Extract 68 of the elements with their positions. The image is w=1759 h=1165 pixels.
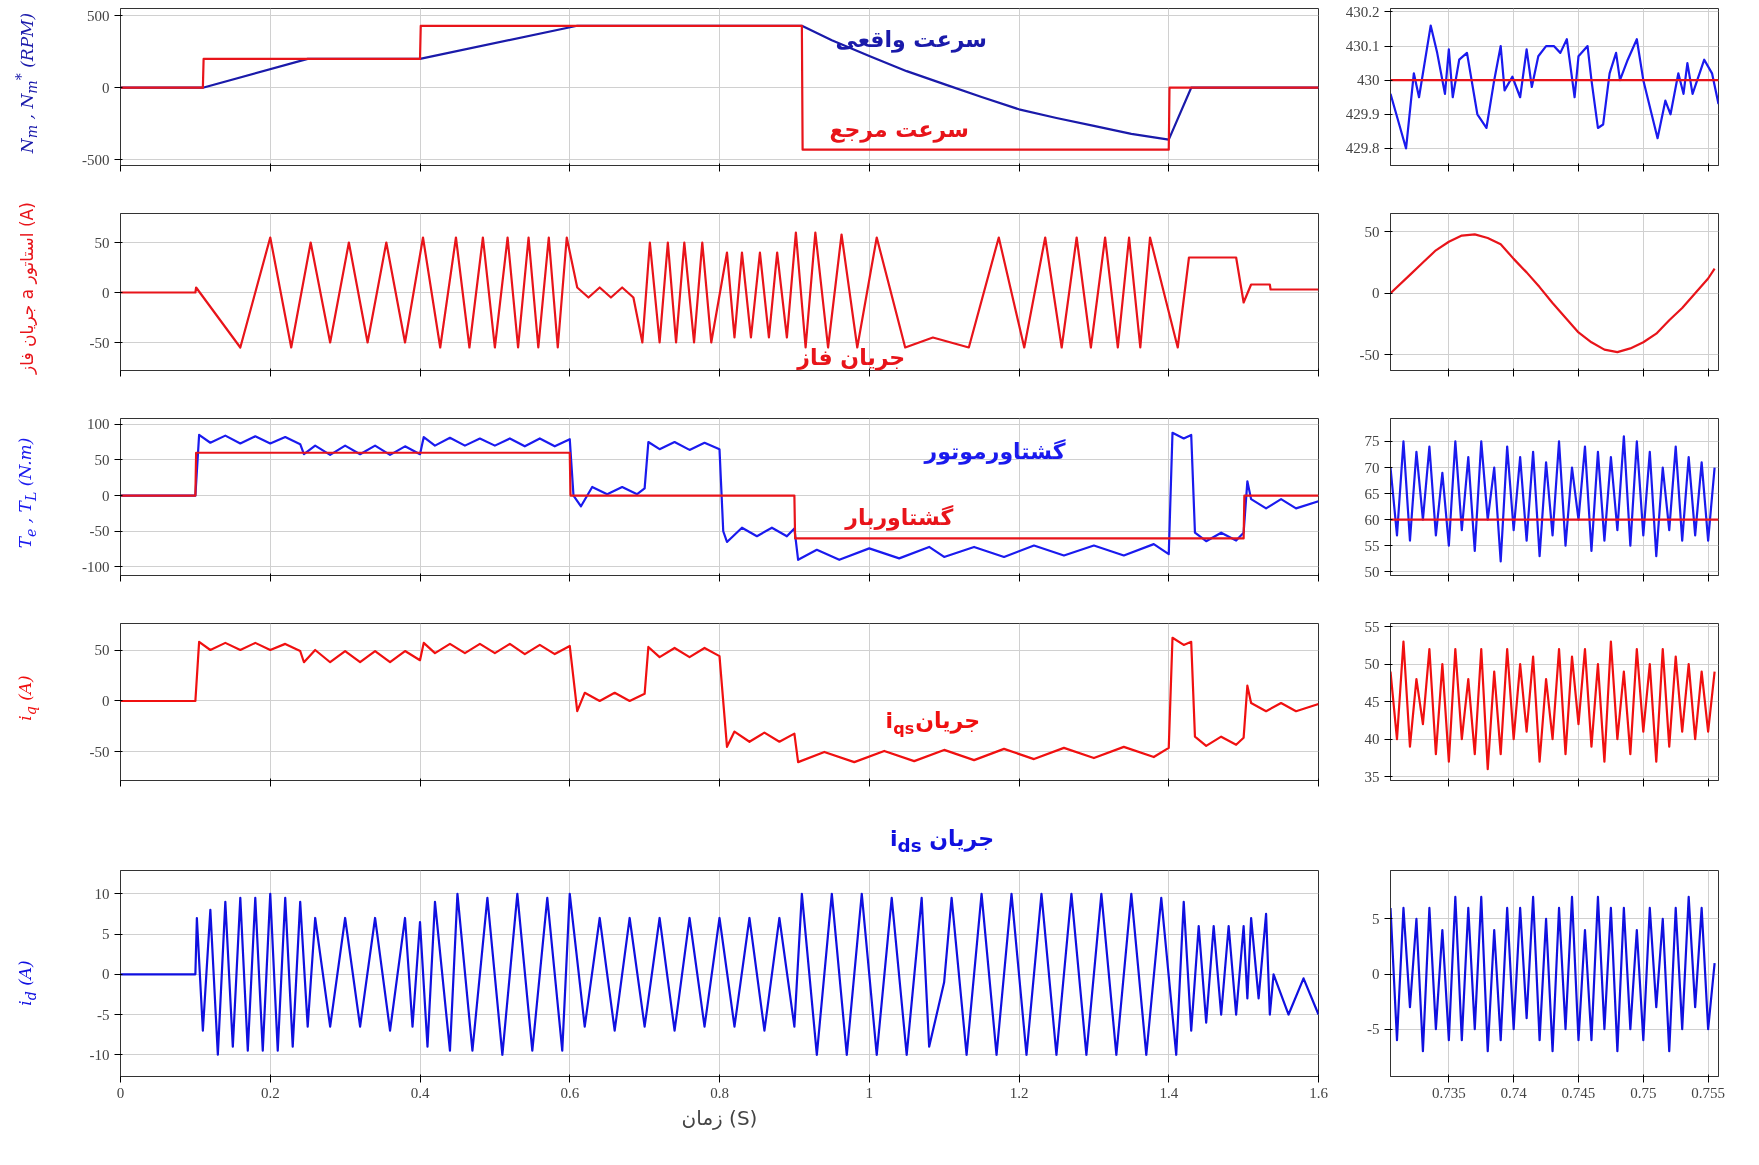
- annotation: گشتاوربار: [844, 503, 954, 531]
- y-tick-label: 5: [102, 926, 110, 943]
- y-tick-label: 429.9: [1345, 106, 1380, 123]
- x-tick-label: 0: [116, 1084, 125, 1101]
- annotation: گشتاورموتور: [923, 437, 1066, 465]
- y-tick-label: 0: [1372, 285, 1380, 302]
- y-tick-label: 500: [87, 7, 110, 24]
- y-tick-label: 430.2: [1345, 3, 1380, 20]
- y-tick-label: -50: [89, 743, 110, 760]
- y-tick-label: 0: [102, 79, 110, 96]
- y-tick-label: -5: [1367, 1021, 1380, 1038]
- y-tick-label: 50: [1364, 656, 1380, 673]
- x-tick-label: 0.4: [410, 1084, 430, 1101]
- y-tick-label: 60: [1364, 511, 1380, 528]
- x-tick-label: 0.8: [710, 1084, 729, 1101]
- y-tick-label: -100: [82, 558, 110, 575]
- y-tick-label: 35: [1364, 768, 1380, 785]
- y-tick-label: 0: [1372, 966, 1380, 983]
- y-tick-label: 430: [1357, 72, 1380, 89]
- y-tick-label: 55: [1364, 537, 1380, 554]
- x-tick-label: 0.75: [1630, 1084, 1657, 1101]
- y-tick-label: 55: [1364, 618, 1380, 635]
- line-series: [1390, 895, 1716, 1053]
- y-tick-label: 5: [1372, 910, 1380, 927]
- y-tick-label: 50: [94, 451, 110, 468]
- y-tick-label: -500: [82, 151, 110, 168]
- x-tick-label: 0.6: [560, 1084, 580, 1101]
- y-tick-label: 75: [1364, 433, 1380, 450]
- y-tick-label: 50: [1364, 563, 1380, 580]
- annotation: سرعت واقعی: [835, 27, 987, 54]
- x-tick-label: 0.735: [1431, 1084, 1466, 1101]
- x-tick-label: 0.755: [1691, 1084, 1725, 1101]
- y-tick-label: -50: [89, 334, 110, 351]
- y-tick-label: -5: [97, 1006, 110, 1023]
- y-tick-label: -50: [1359, 346, 1380, 363]
- line-series: [1390, 24, 1719, 150]
- x-axis-title: زمان (S): [681, 1105, 758, 1130]
- annotation: جریان فاز: [796, 345, 906, 372]
- line-series: [120, 231, 1319, 349]
- y-tick-label: 65: [1364, 485, 1380, 502]
- line-series: [120, 636, 1319, 764]
- x-tick-label: 0.2: [260, 1084, 280, 1101]
- y-tick-label: 429.8: [1345, 140, 1380, 157]
- y-tick-label: 430.1: [1345, 38, 1380, 55]
- y-tick-label: -10: [89, 1046, 110, 1063]
- x-tick-label: 1.6: [1309, 1084, 1329, 1101]
- y-tick-label: 70: [1364, 459, 1380, 476]
- x-tick-label: 1.2: [1009, 1084, 1029, 1101]
- y-tick-label: 50: [94, 234, 110, 251]
- x-tick-label: 1.4: [1159, 1084, 1179, 1101]
- y-tick-label: 45: [1364, 693, 1380, 710]
- y-tick-label: 0: [102, 692, 110, 709]
- y-tick-label: 0: [102, 966, 110, 983]
- y-tick-label: 50: [94, 642, 110, 659]
- y-tick-label: 10: [94, 885, 110, 902]
- x-tick-label: 1: [865, 1084, 873, 1101]
- y-tick-label: 0: [102, 487, 110, 504]
- line-series: [1390, 640, 1716, 771]
- y-tick-label: 100: [87, 416, 110, 433]
- x-tick-label: 0.745: [1561, 1084, 1596, 1101]
- y-tick-label: 50: [1364, 223, 1380, 240]
- y-tick-label: -50: [89, 523, 110, 540]
- annotation: سرعت مرجع: [829, 116, 969, 143]
- y-tick-label: 0: [102, 284, 110, 301]
- x-tick-label: 0.74: [1500, 1084, 1528, 1101]
- y-axis-title: جریان فاز a استاتور (A): [15, 202, 38, 374]
- y-tick-label: 40: [1364, 731, 1380, 748]
- line-series: [1390, 435, 1716, 563]
